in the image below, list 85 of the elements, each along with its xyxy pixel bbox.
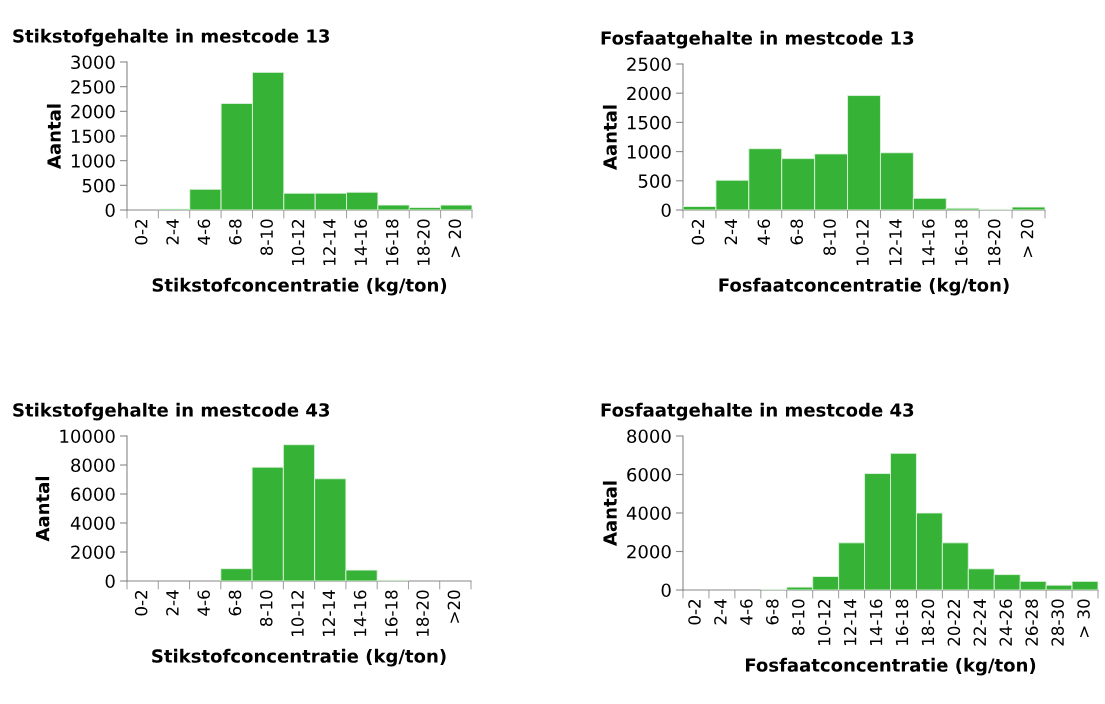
y-axis-title: Aantal	[602, 481, 617, 546]
y-tick-label: 8000	[71, 458, 115, 473]
x-tick-label: 0-2	[134, 591, 148, 616]
x-tick-label: 28-30	[1051, 599, 1064, 646]
x-tick-label: 14-16	[922, 219, 935, 265]
x-tick-label: 14-16	[869, 599, 883, 645]
y-tick-label: 0	[661, 583, 671, 598]
x-tick-label: >20	[447, 590, 461, 623]
y-tick-label: 0	[105, 574, 115, 589]
x-tick-label: 18-20	[921, 599, 935, 645]
y-tick-label: 6000	[627, 467, 671, 482]
x-tick-label: 22-24	[973, 599, 986, 646]
y-tick-label: 500	[82, 178, 115, 193]
y-tick-label: 1500	[627, 115, 671, 130]
y-axis-title: Aantal	[602, 105, 617, 170]
y-tick-label: 4000	[70, 516, 115, 531]
x-tick-label: 0-2	[688, 600, 701, 625]
x-axis-title: Stikstofconcentratie (kg/ton)	[152, 277, 447, 296]
x-tick-label: 18-20	[416, 590, 429, 636]
x-tick-label: 8-10	[260, 219, 273, 256]
x-tick-label: 2-4	[166, 219, 179, 245]
y-tick-label: 1000	[627, 145, 671, 159]
x-tick-label: 6-8	[229, 219, 242, 245]
y-tick-label: 8000	[627, 429, 671, 444]
x-tick-label: 8-10	[823, 219, 836, 256]
x-axis-title: Stikstofconcentratie (kg/ton)	[152, 648, 446, 667]
y-tick-label: 500	[638, 174, 671, 188]
y-tick-label: 3000	[71, 55, 115, 70]
x-tick-label: 10-12	[291, 220, 305, 265]
y-tick-label: 2000	[71, 545, 115, 560]
x-tick-label: 0-2	[134, 220, 148, 245]
y-tick-label: 2000	[71, 104, 115, 119]
y-tick-label: 0	[105, 203, 115, 218]
x-tick-label: 8-10	[791, 599, 805, 636]
x-tick-label: 4-6	[197, 590, 211, 616]
x-tick-label: 16-18	[954, 219, 968, 265]
x-tick-label: 14-16	[354, 219, 368, 265]
y-tick-label: 1000	[71, 154, 115, 168]
x-tick-label: 4-6	[757, 219, 771, 245]
x-tick-label: 12-14	[322, 590, 335, 636]
x-tick-label: 0-2	[691, 220, 705, 245]
x-tick-label: 2-4	[724, 219, 737, 245]
x-tick-label: 18-20	[987, 219, 1001, 265]
x-tick-label: 6-8	[790, 219, 804, 245]
x-axis-title: Fosfaatconcentratie (kg/ton)	[745, 657, 1036, 676]
x-tick-label: 6-8	[228, 590, 242, 616]
x-tick-label: 12-14	[889, 219, 902, 265]
x-tick-label: > 20	[448, 219, 462, 258]
x-tick-label: 20-22	[947, 600, 961, 646]
x-tick-label: 24-26	[999, 599, 1013, 646]
y-tick-label: 2000	[627, 86, 671, 101]
y-tick-label: 2000	[627, 544, 671, 559]
y-tick-label: 10000	[60, 429, 115, 444]
y-axis-title: Aantal	[35, 477, 50, 542]
chart-title: Stikstofgehalte in mestcode 43	[13, 402, 330, 421]
x-tick-label: 10-12	[817, 600, 831, 645]
x-tick-label: 6-8	[766, 599, 779, 625]
x-tick-label: 26-28	[1025, 599, 1038, 646]
y-axis-title: Aantal	[46, 104, 61, 169]
x-tick-label: 18-20	[417, 219, 430, 265]
x-tick-label: 4-6	[197, 219, 211, 245]
y-tick-label: 2500	[627, 57, 671, 72]
x-tick-label: > 30	[1077, 599, 1090, 638]
x-tick-label: 16-18	[895, 599, 909, 645]
x-tick-label: 4-6	[740, 599, 753, 625]
x-tick-label: 8-10	[259, 590, 273, 627]
x-tick-label: 14-16	[353, 590, 367, 636]
y-tick-label: 1500	[71, 129, 115, 144]
x-tick-label: 16-18	[385, 590, 398, 636]
y-tick-label: 6000	[71, 487, 115, 502]
x-tick-label: 10-12	[291, 591, 304, 636]
x-tick-label: 2-4	[714, 599, 727, 625]
chart-title: Fosfaatgehalte in mestcode 43	[601, 402, 914, 421]
x-tick-label: 2-4	[166, 590, 179, 616]
x-tick-label: 12-14	[323, 219, 336, 265]
x-tick-label: 10-12	[856, 220, 869, 265]
chart-title: Fosfaatgehalte in mestcode 13	[601, 30, 914, 49]
x-axis-title: Fosfaatconcentratie (kg/ton)	[719, 277, 1009, 296]
chart-title: Stikstofgehalte in mestcode 13	[13, 28, 330, 47]
x-tick-label: 16-18	[385, 219, 399, 265]
x-tick-label: > 20	[1020, 219, 1034, 258]
y-tick-label: 0	[661, 203, 671, 218]
y-tick-label: 4000	[626, 506, 671, 521]
x-tick-label: 12-14	[843, 599, 857, 645]
y-tick-label: 2500	[71, 80, 115, 94]
